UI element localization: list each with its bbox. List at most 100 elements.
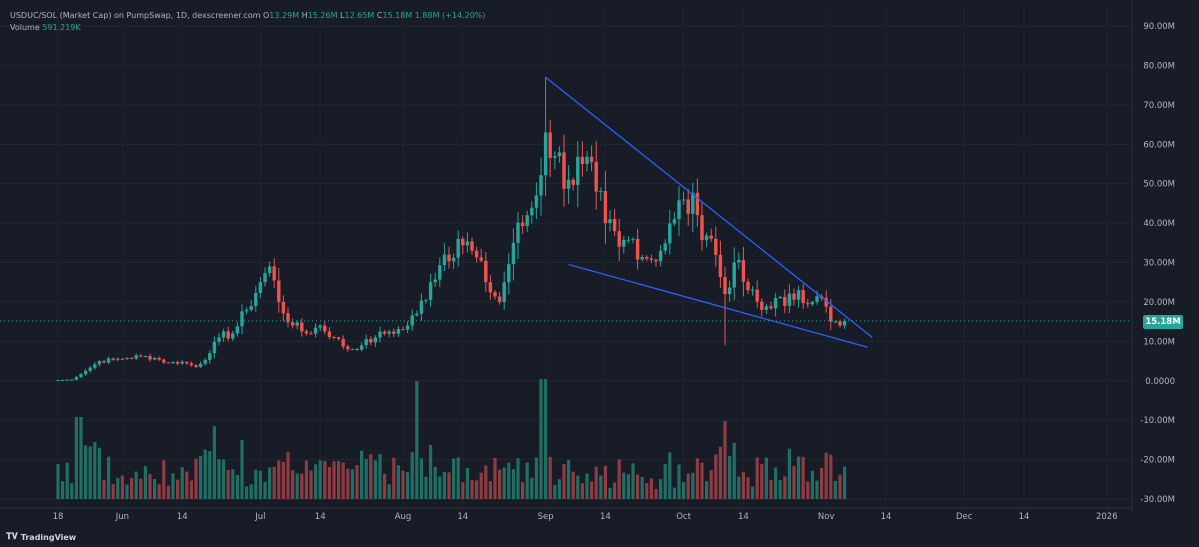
- volume-bar: [778, 480, 782, 499]
- volume-bar: [723, 421, 727, 499]
- volume-bar: [185, 471, 189, 499]
- volume-bar: [553, 484, 557, 499]
- volume-bar: [263, 481, 267, 499]
- candle-body: [677, 200, 681, 220]
- volume-bar: [810, 470, 814, 499]
- candle-body: [695, 192, 700, 216]
- volume-bar: [695, 458, 699, 499]
- candle-body: [668, 223, 672, 244]
- volume-bar: [337, 461, 341, 499]
- volume-bar: [737, 476, 741, 499]
- y-tick-label: 60.00M: [1143, 140, 1175, 150]
- candle-body: [359, 345, 364, 350]
- volume-bar: [378, 454, 382, 499]
- y-tick-label: 40.00M: [1143, 219, 1175, 229]
- volume-bar: [360, 450, 364, 499]
- candle-body: [120, 358, 125, 360]
- candle-body: [198, 363, 203, 367]
- candle-body: [226, 331, 230, 339]
- candle-body: [125, 357, 129, 359]
- tradingview-icon: 𝐓𝐕: [6, 532, 18, 542]
- volume-bar: [516, 458, 520, 499]
- volume-bar: [189, 480, 193, 499]
- candle-body: [645, 256, 649, 259]
- candle-body: [88, 367, 92, 371]
- volume-bar: [677, 464, 681, 499]
- volume-bar: [732, 442, 736, 499]
- high-value: 15.26M: [307, 11, 338, 20]
- volume-bar: [718, 446, 722, 499]
- candle-body: [346, 346, 350, 350]
- volume-bar: [686, 473, 690, 499]
- volume-bar: [590, 481, 594, 499]
- volume-bar: [801, 456, 805, 499]
- volume-bar: [498, 469, 502, 499]
- volume-bar: [295, 473, 299, 499]
- volume-bar: [815, 480, 819, 499]
- candle-body: [267, 266, 272, 274]
- volume-bar: [682, 482, 686, 499]
- open-label: O: [263, 11, 270, 20]
- candle-body: [497, 296, 502, 302]
- candle-body: [626, 239, 631, 241]
- candle-body: [470, 241, 474, 251]
- volume-bar: [594, 466, 598, 499]
- candle-body: [511, 242, 516, 265]
- volume-bar: [88, 446, 92, 499]
- volume-bar: [199, 456, 203, 499]
- volume-bar: [153, 479, 157, 499]
- candle-body: [502, 282, 506, 302]
- candle-body: [806, 303, 810, 305]
- volume-bar: [116, 477, 120, 499]
- volume-bar: [176, 479, 180, 499]
- volume-bar: [760, 464, 764, 499]
- candle-body: [157, 357, 161, 360]
- candle-body: [97, 361, 102, 365]
- candle-body: [111, 358, 115, 360]
- candle-body: [783, 296, 787, 306]
- volume-bar: [567, 459, 571, 499]
- volume-bar: [838, 474, 842, 499]
- tradingview-logo[interactable]: 𝐓𝐕 TradingView: [6, 531, 76, 543]
- volume-label[interactable]: Volume: [10, 23, 40, 32]
- volume-bar: [613, 482, 617, 499]
- candle-body: [65, 379, 69, 381]
- candle-body: [102, 361, 106, 363]
- volume-bar: [741, 472, 745, 499]
- volume-bar: [364, 458, 368, 499]
- candle-body: [617, 231, 621, 247]
- volume-bar: [346, 468, 350, 499]
- candle-body: [704, 235, 709, 241]
- volume-bar: [318, 460, 322, 499]
- candle-body: [336, 337, 341, 339]
- volume-bar: [120, 475, 124, 499]
- candle-body: [208, 353, 212, 361]
- volume-bar: [617, 459, 621, 499]
- candle-body: [369, 339, 373, 343]
- candle-body: [778, 296, 782, 298]
- volume-bar: [525, 462, 529, 499]
- x-tick-label: Aug: [395, 512, 412, 522]
- candle-body: [254, 292, 258, 307]
- volume-bar: [387, 484, 391, 499]
- candle-body: [576, 156, 580, 185]
- volume-bar: [608, 487, 612, 499]
- y-tick-label: -30.00M: [1140, 495, 1175, 505]
- candle-body: [479, 257, 483, 261]
- symbol-name[interactable]: USDUC/SOL (Market Cap) on PumpSwap, 1D, …: [10, 11, 261, 20]
- candle-body: [663, 243, 667, 251]
- candle-body: [474, 250, 479, 258]
- candle-body: [461, 238, 465, 246]
- candle-body: [773, 297, 778, 309]
- candle-body: [824, 297, 828, 307]
- y-tick-label: 80.00M: [1143, 61, 1175, 71]
- x-tick-label: Nov: [818, 512, 835, 522]
- candle-body: [185, 361, 189, 364]
- candle-body: [438, 265, 442, 280]
- low-label: L: [340, 11, 345, 20]
- volume-bar: [97, 447, 101, 499]
- last-price-badge: 15.18M: [1143, 315, 1183, 329]
- volume-bar: [286, 451, 290, 499]
- volume-bar: [61, 481, 65, 499]
